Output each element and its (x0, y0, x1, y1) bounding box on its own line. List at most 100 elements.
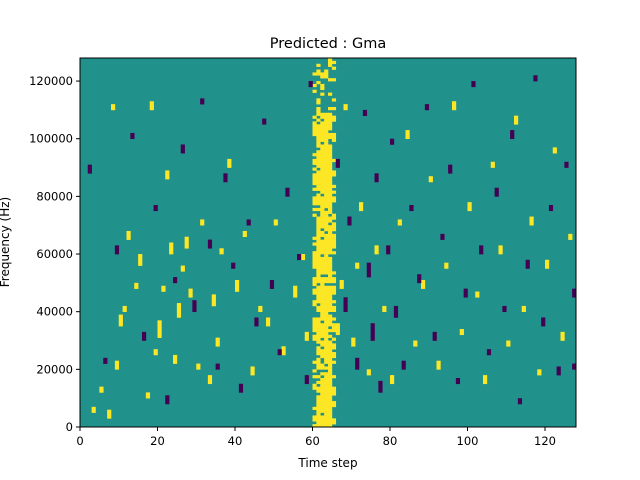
band-cell (312, 254, 317, 258)
band-cell (324, 360, 329, 364)
band-cell (331, 158, 337, 163)
chart-title: Predicted : Gma (270, 36, 386, 52)
high-cell (196, 363, 201, 370)
band-cell (331, 300, 337, 304)
high-cell (126, 230, 131, 240)
band-cell (312, 187, 317, 191)
band-cell (324, 403, 329, 408)
high-cell (374, 245, 379, 255)
band-cell (312, 176, 317, 180)
band-cell (324, 150, 329, 154)
band-cell (320, 167, 325, 171)
band-cell (316, 259, 321, 263)
band-cell (328, 233, 333, 238)
band-cell (324, 262, 329, 266)
band-cell (328, 173, 333, 177)
band-cell (331, 337, 337, 341)
low-cell (525, 259, 530, 269)
low-cell (335, 158, 340, 168)
band-cell (316, 320, 321, 324)
band-cell (328, 107, 333, 111)
band-cell (316, 81, 321, 85)
y-tick-label: 100000 (29, 132, 73, 146)
band-cell (316, 228, 321, 232)
band-cell (324, 375, 329, 379)
band-cell (324, 124, 329, 128)
band-cell (316, 415, 321, 419)
band-cell (316, 164, 321, 168)
low-cell (207, 239, 213, 249)
band-cell (316, 386, 321, 390)
band-cell (324, 323, 329, 327)
high-cell (390, 375, 395, 385)
band-cell (320, 242, 325, 246)
band-cell (316, 294, 321, 298)
band-cell (320, 158, 325, 163)
band-cell (328, 317, 333, 321)
band-cell (324, 357, 329, 361)
low-cell (564, 161, 569, 168)
band-cell (320, 216, 325, 220)
high-cell (452, 101, 457, 111)
band-cell (320, 239, 325, 243)
band-cell (320, 190, 325, 194)
band-cell (312, 115, 317, 119)
band-cell (328, 135, 333, 140)
band-cell (316, 380, 321, 385)
high-cell (339, 279, 344, 289)
y-tick-label: 0 (66, 420, 73, 434)
band-cell (320, 164, 325, 168)
band-cell (324, 305, 329, 310)
band-cell (316, 156, 321, 160)
high-cell (122, 305, 127, 312)
band-cell (320, 424, 325, 428)
band-cell (316, 297, 321, 301)
band-cell (324, 334, 329, 338)
band-cell (316, 202, 321, 206)
low-cell (378, 380, 383, 393)
band-cell (316, 418, 321, 422)
band-cell (320, 92, 325, 96)
band-cell (316, 127, 321, 131)
band-cell (312, 207, 317, 212)
band-cell (324, 406, 329, 411)
low-cell (448, 164, 453, 174)
band-cell (316, 233, 321, 238)
band-cell (316, 219, 321, 223)
band-cell (316, 135, 321, 140)
low-cell (486, 349, 492, 356)
band-cell (316, 389, 321, 393)
band-cell (324, 233, 329, 238)
band-cell (328, 279, 333, 284)
band-cell (324, 337, 329, 341)
band-cell (320, 271, 325, 275)
low-cell (541, 317, 546, 327)
band-cell (320, 395, 325, 399)
low-cell (409, 205, 414, 212)
band-cell (331, 245, 337, 249)
band-cell (331, 199, 337, 203)
high-cell (207, 375, 213, 385)
band-cell (324, 147, 329, 151)
band-cell (312, 89, 317, 93)
band-cell (320, 303, 325, 307)
band-cell (331, 132, 337, 137)
band-cell (331, 170, 337, 174)
band-cell (324, 115, 329, 119)
low-cell (517, 398, 523, 405)
band-cell (324, 279, 329, 284)
band-cell (331, 213, 337, 217)
band-cell (324, 210, 329, 214)
low-cell (471, 81, 476, 88)
band-cell (328, 164, 333, 168)
band-cell (331, 233, 337, 238)
high-cell (138, 254, 143, 266)
high-cell (153, 349, 158, 356)
band-cell (320, 366, 325, 370)
band-cell (312, 323, 317, 327)
band-cell (331, 354, 337, 359)
band-cell (324, 138, 329, 142)
high-cell (169, 242, 174, 255)
band-cell (312, 288, 317, 292)
band-cell (316, 251, 321, 255)
